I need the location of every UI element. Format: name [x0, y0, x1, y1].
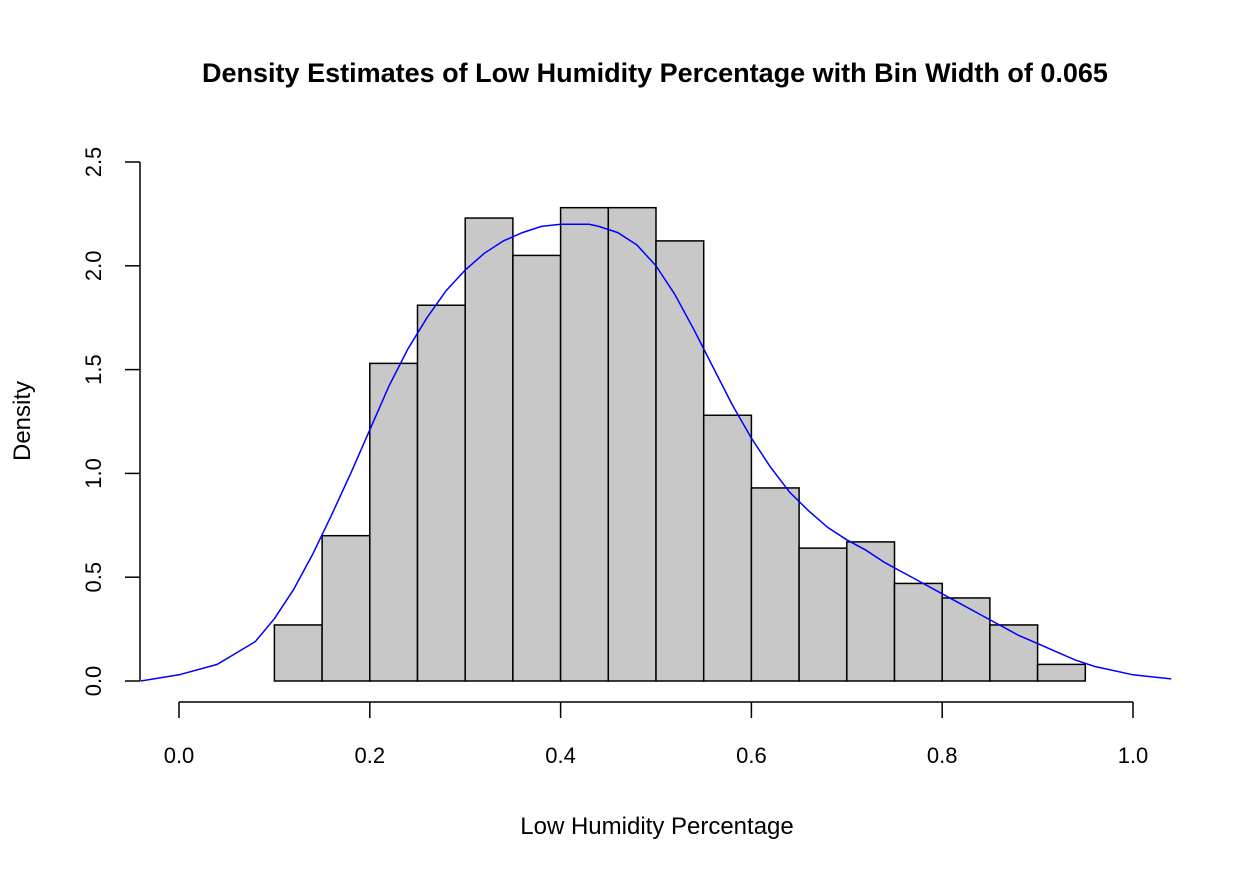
x-tick-label-1: 0.2: [355, 743, 386, 768]
histogram-bar-11: [750, 487, 800, 682]
histogram-bars: [273, 206, 1087, 682]
x-axis: 0.0 0.2 0.4 0.6 0.8 1.0: [164, 701, 1149, 768]
y-tick-label-1: 0.5: [81, 562, 106, 593]
histogram-bar-14: [893, 582, 943, 682]
y-tick-label-5: 2.5: [81, 147, 106, 178]
x-tick-label-0: 0.0: [164, 743, 195, 768]
histogram-bar-10: [702, 414, 753, 682]
histogram-bar-17: [1036, 663, 1087, 682]
histogram-bar-4: [416, 304, 466, 682]
histogram-bar-1: [273, 624, 323, 682]
x-tick-label-2: 0.4: [545, 743, 576, 768]
histogram-bar-5: [464, 217, 514, 682]
histogram-bar-12: [798, 547, 848, 682]
y-tick-label-4: 2.0: [81, 251, 106, 282]
histogram-bar-15: [941, 597, 991, 682]
x-tick-label-4: 0.8: [927, 743, 958, 768]
y-axis: 0.0 0.5 1.0 1.5 2.0 2.5: [81, 147, 141, 697]
histogram-bar-9: [655, 240, 705, 682]
y-tick-label-0: 0.0: [81, 666, 106, 697]
x-tick-label-5: 1.0: [1118, 743, 1149, 768]
histogram-bar-8: [607, 206, 657, 682]
histogram-bar-7: [559, 206, 610, 682]
y-tick-label-2: 1.0: [81, 458, 106, 489]
x-axis-label: Low Humidity Percentage: [520, 813, 793, 840]
density-curve: [140, 223, 1172, 682]
y-tick-label-3: 1.5: [81, 354, 106, 385]
y-axis-label: Density: [9, 381, 36, 461]
histogram-bar-2: [321, 534, 371, 682]
x-tick-label-3: 0.6: [736, 743, 767, 768]
histogram-bar-13: [846, 541, 896, 682]
chart-title: Density Estimates of Low Humidity Percen…: [202, 58, 1108, 88]
histogram-bar-6: [512, 254, 562, 682]
histogram-bar-16: [989, 624, 1039, 682]
histogram-bar-3: [369, 362, 419, 682]
